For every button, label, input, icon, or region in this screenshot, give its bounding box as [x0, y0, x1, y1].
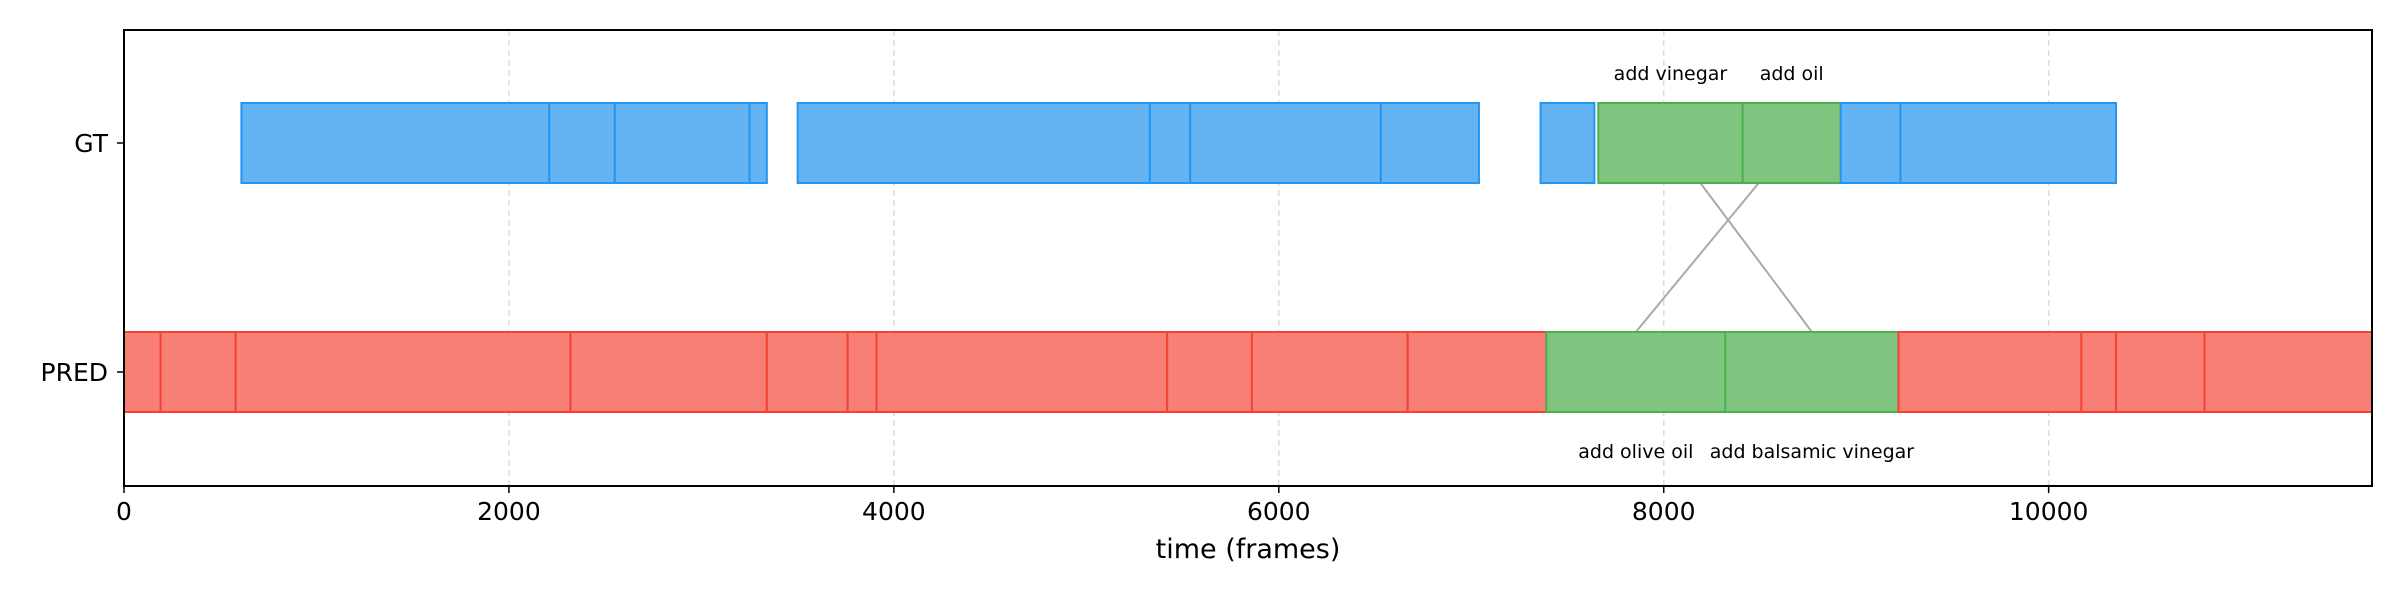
segments — [123, 102, 2373, 413]
segment-label: add oil — [1760, 63, 1824, 85]
pred-segment — [875, 331, 1169, 413]
x-axis-label: time (frames) — [1156, 534, 1341, 565]
gt-segment — [796, 102, 1151, 184]
gt-segment — [240, 102, 551, 184]
x-tick-label: 10000 — [2009, 497, 2089, 526]
segment-annotations: add vinegar add oil add olive oil add balsa… — [1578, 63, 1914, 463]
pred-segment — [159, 331, 237, 413]
pred-segment — [1897, 331, 2083, 413]
pred-segment — [1166, 331, 1253, 413]
pred-segment — [1250, 331, 1409, 413]
x-tick-label: 4000 — [862, 497, 926, 526]
x-tick-label: 0 — [116, 497, 132, 526]
segment-label: add olive oil — [1578, 441, 1693, 463]
segment-label: add balsamic vinegar — [1710, 441, 1915, 463]
axes: 0 2000 4000 6000 8000 10000 GT PRED — [41, 129, 2089, 526]
segment-label: add vinegar — [1614, 63, 1728, 85]
x-tick-label: 6000 — [1247, 497, 1311, 526]
pred-segment — [1406, 331, 1548, 413]
gt-segment — [548, 102, 616, 184]
y-tick-label: GT — [74, 129, 108, 158]
gt-segment — [1741, 102, 1842, 184]
pred-segment — [2080, 331, 2118, 413]
x-tick-label: 2000 — [477, 497, 541, 526]
pred-segment — [1724, 331, 1900, 413]
gt-segment — [1597, 102, 1744, 184]
gt-segment — [1539, 102, 1596, 184]
gt-segment — [613, 102, 751, 184]
plot-frame — [123, 29, 2373, 487]
pred-segment — [2115, 331, 2206, 413]
gt-segment — [1189, 102, 1382, 184]
pred-segment — [1545, 331, 1727, 413]
pred-segment — [765, 331, 849, 413]
pred-segment — [569, 331, 768, 413]
pred-segment — [123, 331, 162, 413]
y-tick-label: PRED — [41, 358, 109, 387]
gt-segment — [748, 102, 768, 184]
gt-segment — [1839, 102, 1902, 184]
x-tick-label: 8000 — [1632, 497, 1696, 526]
gt-segment — [1899, 102, 2118, 184]
pred-segment — [2203, 331, 2373, 413]
pred-segment — [234, 331, 572, 413]
gt-segment — [1379, 102, 1480, 184]
gt-segment — [1148, 102, 1192, 184]
pred-segment — [846, 331, 878, 413]
